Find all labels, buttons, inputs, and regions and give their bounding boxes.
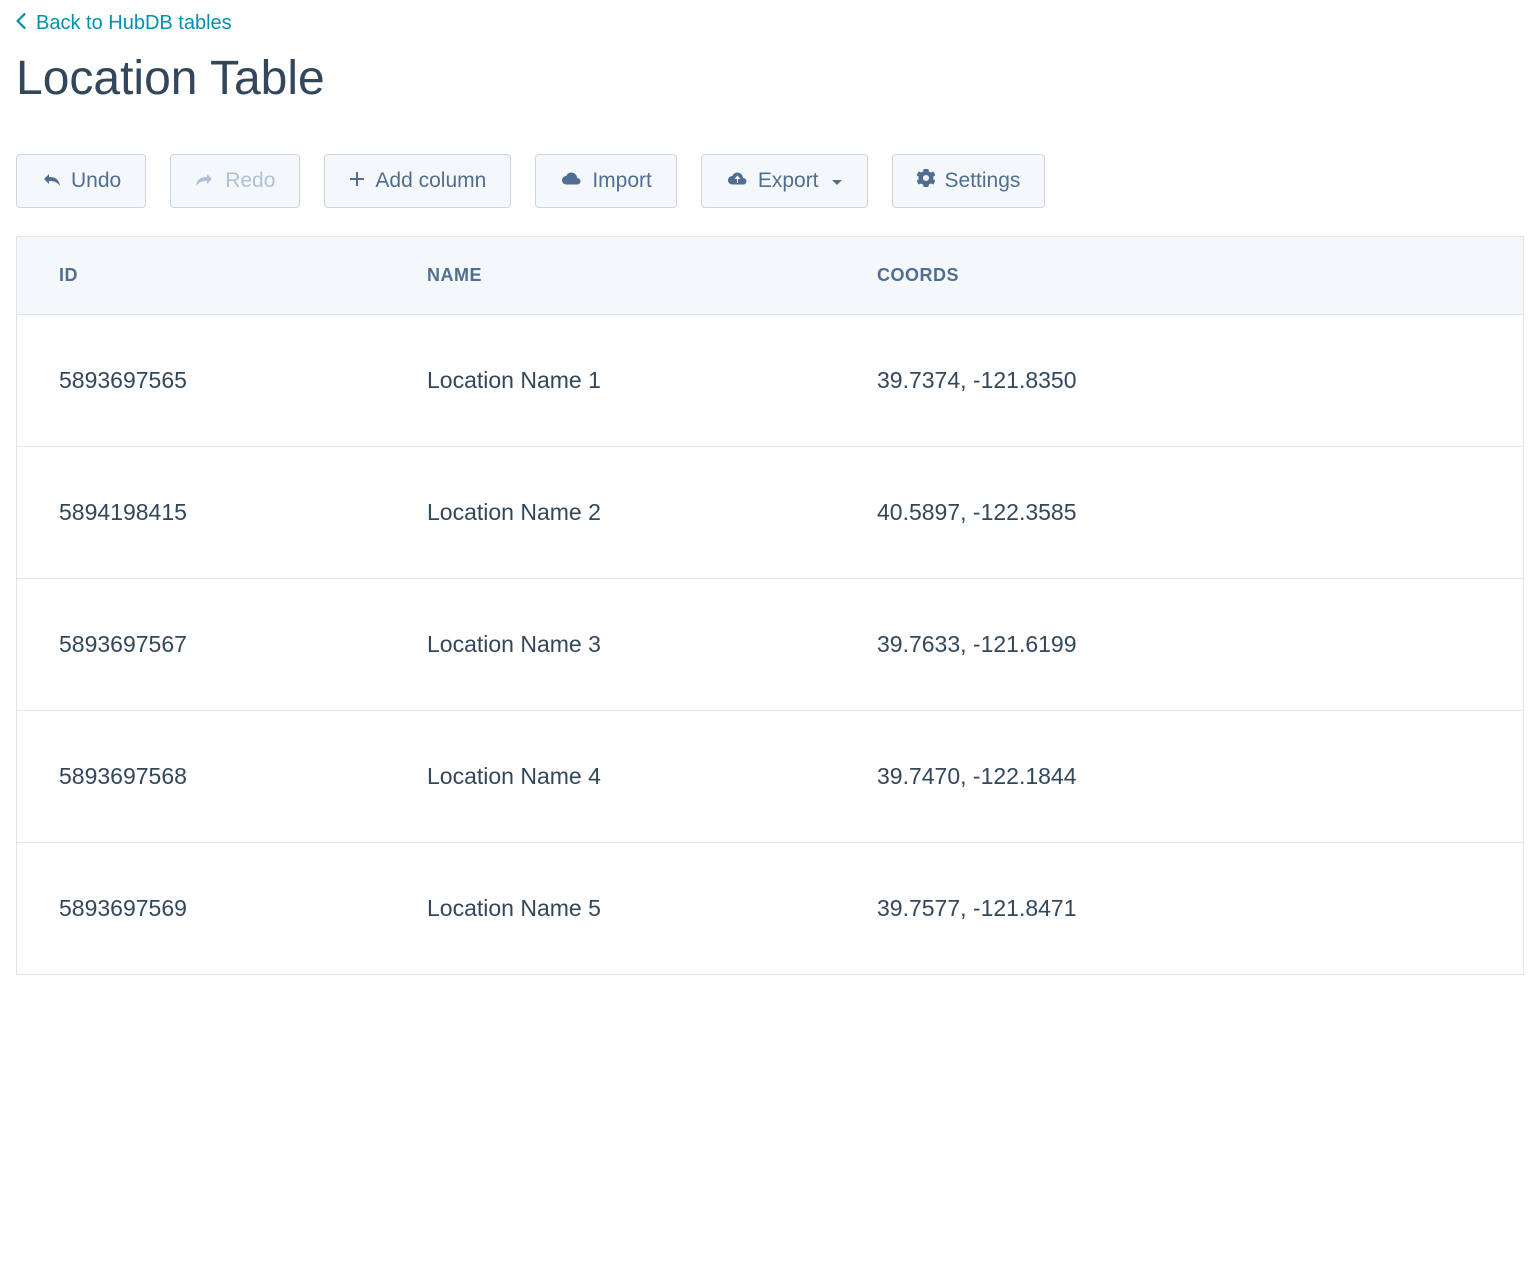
caret-down-icon [831,169,843,193]
column-header-id[interactable]: ID [17,237,387,315]
redo-icon [195,169,215,193]
table-header-row: ID NAME COORDS [17,237,1523,315]
plus-icon [349,169,365,193]
cloud-download-icon [560,169,582,193]
redo-button: Redo [170,154,300,208]
table-row[interactable]: 5893697569Location Name 539.7577, -121.8… [17,843,1523,975]
cell-name: Location Name 1 [387,315,837,447]
cell-id: 5893697565 [17,315,387,447]
settings-label: Settings [945,169,1021,193]
undo-label: Undo [71,169,121,193]
cell-coords: 39.7374, -121.8350 [837,315,1523,447]
cell-name: Location Name 2 [387,447,837,579]
cell-coords: 39.7633, -121.6199 [837,579,1523,711]
cell-name: Location Name 4 [387,711,837,843]
data-table-container: ID NAME COORDS 5893697565Location Name 1… [16,236,1524,975]
cell-id: 5893697567 [17,579,387,711]
cell-id: 5894198415 [17,447,387,579]
cell-coords: 39.7577, -121.8471 [837,843,1523,975]
table-row[interactable]: 5893697568Location Name 439.7470, -122.1… [17,711,1523,843]
import-label: Import [592,169,652,193]
page-title: Location Table [16,51,1524,106]
undo-button[interactable]: Undo [16,154,146,208]
table-row[interactable]: 5894198415Location Name 240.5897, -122.3… [17,447,1523,579]
table-row[interactable]: 5893697567Location Name 339.7633, -121.6… [17,579,1523,711]
settings-button[interactable]: Settings [892,154,1046,208]
locations-table: ID NAME COORDS 5893697565Location Name 1… [17,237,1523,974]
back-link-label: Back to HubDB tables [36,12,232,35]
export-label: Export [758,169,819,193]
cell-id: 5893697569 [17,843,387,975]
cell-coords: 39.7470, -122.1844 [837,711,1523,843]
column-header-coords[interactable]: COORDS [837,237,1523,315]
cell-name: Location Name 5 [387,843,837,975]
table-row[interactable]: 5893697565Location Name 139.7374, -121.8… [17,315,1523,447]
cell-name: Location Name 3 [387,579,837,711]
chevron-left-icon [16,12,26,35]
redo-label: Redo [225,169,275,193]
cloud-upload-icon [726,169,748,193]
column-header-name[interactable]: NAME [387,237,837,315]
add-column-button[interactable]: Add column [324,154,511,208]
add-column-label: Add column [375,169,486,193]
cell-coords: 40.5897, -122.3585 [837,447,1523,579]
back-link[interactable]: Back to HubDB tables [16,12,232,35]
undo-icon [41,169,61,193]
export-button[interactable]: Export [701,154,868,208]
import-button[interactable]: Import [535,154,677,208]
gear-icon [917,169,935,193]
toolbar: Undo Redo Add column Import Export Setti… [16,154,1524,208]
cell-id: 5893697568 [17,711,387,843]
